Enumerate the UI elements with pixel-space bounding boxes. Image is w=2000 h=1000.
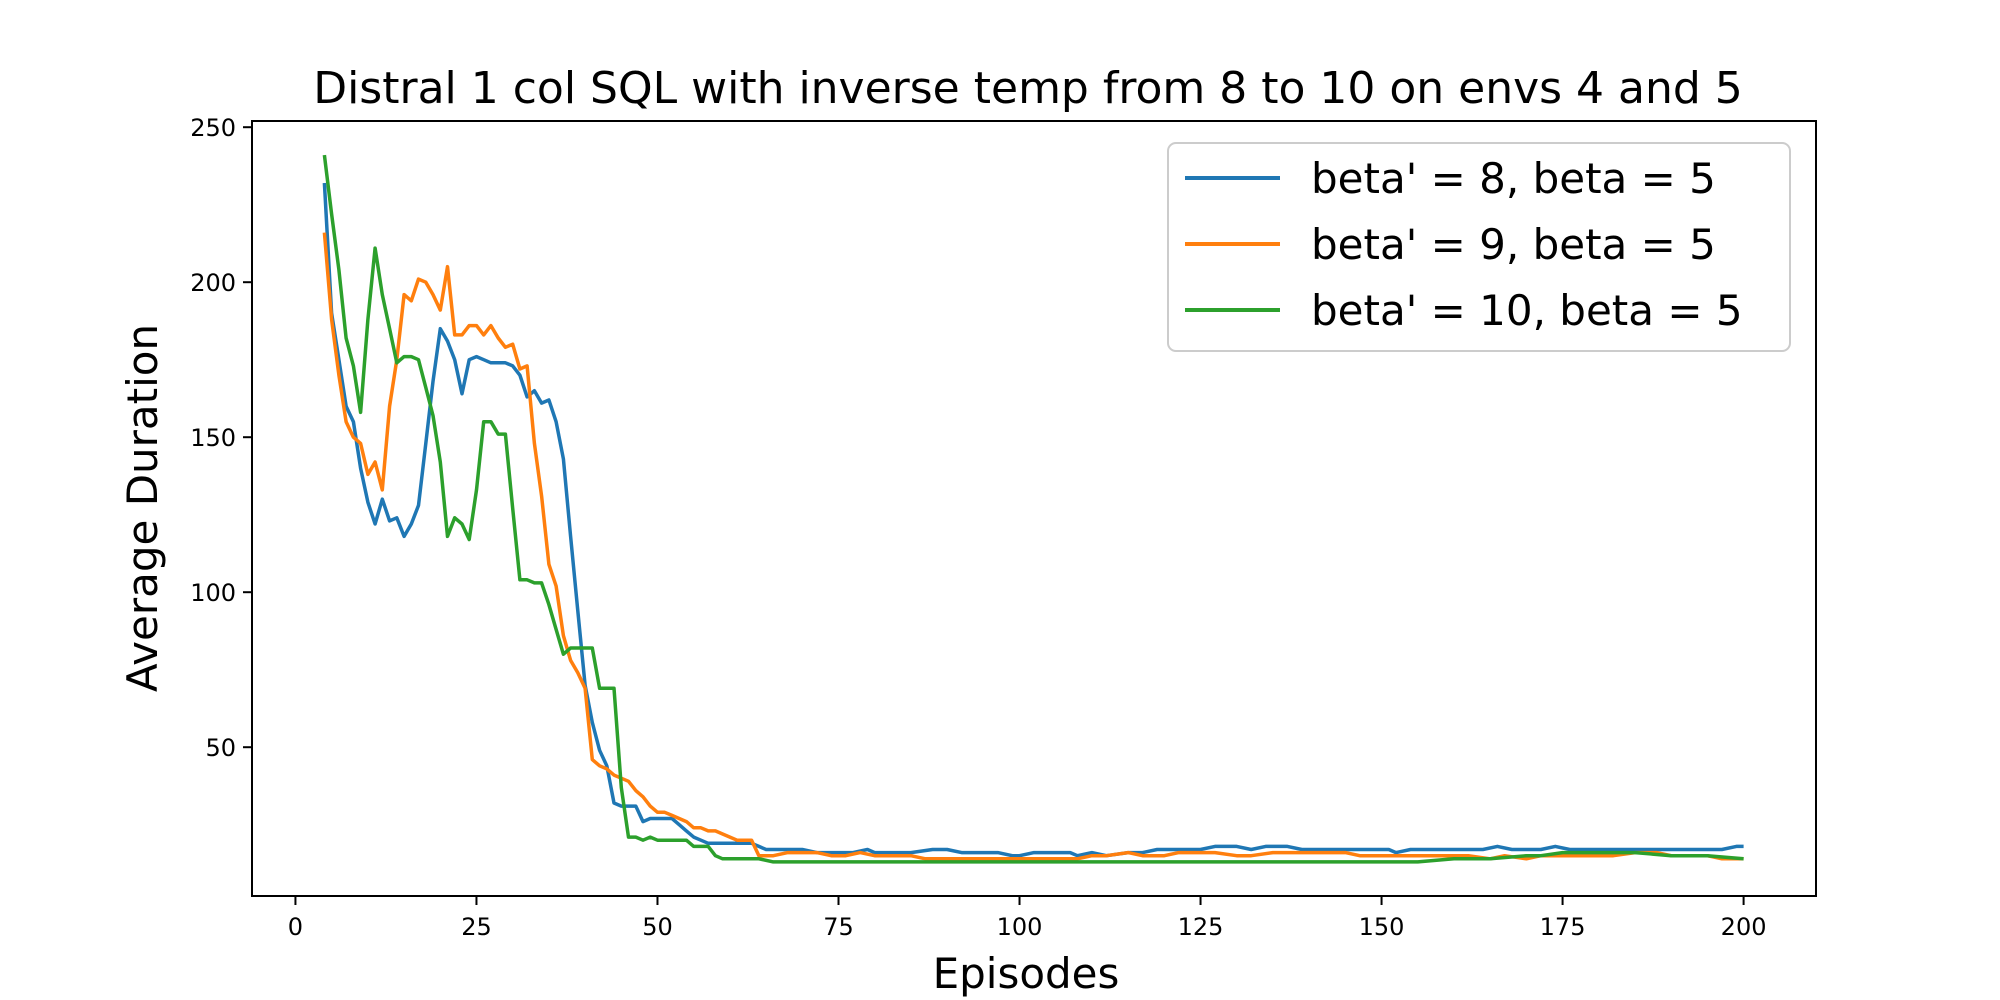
chart-title: Distral 1 col SQL with inverse temp from…	[313, 63, 1743, 114]
y-axis-label: Average Duration	[118, 324, 167, 692]
x-tick-label: 100	[997, 913, 1043, 941]
x-tick-label: 200	[1721, 913, 1767, 941]
x-tick-label: 75	[823, 913, 854, 941]
x-axis-ticks: 0 25 50 75 100 125 150 175 200	[288, 896, 1767, 941]
legend-label-series-3: beta' = 10, beta = 5	[1311, 286, 1743, 335]
x-axis-label: Episodes	[933, 949, 1120, 998]
y-axis-ticks: 50 100 150 200 250	[190, 114, 252, 762]
plot-frame	[251, 120, 1817, 897]
x-tick-label: 0	[288, 913, 303, 941]
y-tick-label: 100	[190, 579, 236, 607]
series-line-3	[322, 154, 1744, 864]
y-tick-label: 200	[190, 269, 236, 297]
x-tick-label: 150	[1359, 913, 1405, 941]
x-tick-label: 175	[1540, 913, 1586, 941]
x-tick-label: 125	[1178, 913, 1224, 941]
x-tick-label: 50	[642, 913, 673, 941]
legend-label-series-2: beta' = 9, beta = 5	[1311, 220, 1716, 269]
x-tick-label: 25	[461, 913, 492, 941]
legend: beta' = 8, beta = 5 beta' = 9, beta = 5 …	[1167, 142, 1791, 352]
y-tick-label: 150	[190, 424, 236, 452]
plot-lines	[322, 154, 1744, 864]
y-tick-label: 50	[205, 734, 236, 762]
legend-label-series-1: beta' = 8, beta = 5	[1311, 154, 1716, 203]
series-line-2	[322, 232, 1744, 861]
y-tick-label: 250	[190, 114, 236, 142]
series-line-1	[322, 182, 1744, 858]
legend-box	[1167, 142, 1791, 352]
